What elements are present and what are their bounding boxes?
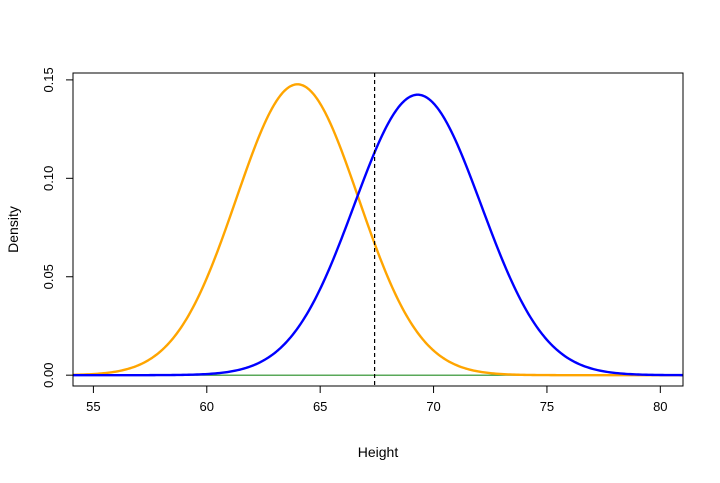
x-tick-label: 60 — [200, 399, 214, 414]
density-series-line-1 — [72, 83, 683, 377]
y-tick-label: 0.05 — [41, 264, 56, 289]
density-series-line-2 — [73, 93, 684, 377]
x-tick-label: 65 — [313, 399, 327, 414]
x-tick-label: 75 — [540, 399, 554, 414]
x-tick-label: 80 — [653, 399, 667, 414]
x-tick-label: 70 — [426, 399, 440, 414]
y-tick-label: 0.15 — [41, 67, 56, 92]
x-axis-title: Height — [358, 444, 399, 460]
y-axis-title: Density — [5, 206, 21, 253]
y-tick-label: 0.00 — [41, 363, 56, 388]
x-tick-label: 55 — [86, 399, 100, 414]
y-tick-label: 0.10 — [41, 166, 56, 191]
plot-frame — [72, 72, 684, 387]
